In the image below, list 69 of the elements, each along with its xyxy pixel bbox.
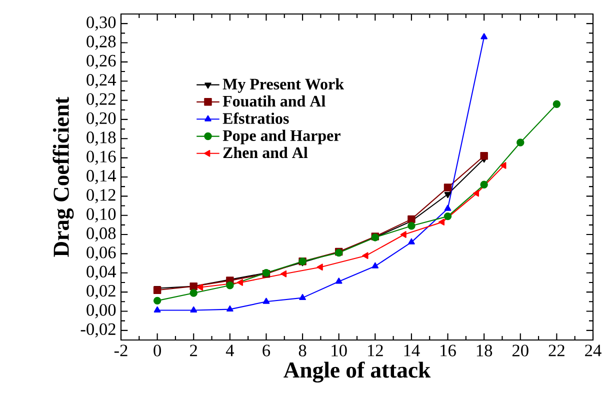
x-axis-title: Angle of attack <box>284 362 431 383</box>
y-tick-label: 0,22 <box>86 93 116 108</box>
x-tick-label: 20 <box>512 344 528 356</box>
point <box>190 289 198 297</box>
x-tick-label: 8 <box>298 344 306 356</box>
point <box>236 279 244 286</box>
y-tick-label: 0,26 <box>86 54 116 70</box>
y-tick-label: 0,20 <box>86 112 116 127</box>
point <box>480 180 488 189</box>
point <box>400 231 406 238</box>
x-tick-label: 0 <box>154 344 161 356</box>
x-tick-label: 16 <box>440 344 456 356</box>
point <box>335 278 342 284</box>
point <box>154 306 161 312</box>
legend-label: Efstratios <box>222 112 289 124</box>
x-tick-label: 12 <box>368 344 383 356</box>
point <box>408 215 416 224</box>
point <box>472 190 480 197</box>
y-tick-label: 0,18 <box>86 132 116 146</box>
x-tick-label: 4 <box>226 344 234 356</box>
y-tick-label: -0,02 <box>80 323 116 338</box>
y-tick-label: 0,28 <box>86 36 116 50</box>
point <box>444 212 452 220</box>
point <box>480 152 488 160</box>
y-tick-label: 0,10 <box>86 208 116 222</box>
x-tick-label: 6 <box>262 344 270 356</box>
point <box>226 281 234 290</box>
point <box>444 192 452 198</box>
y-axis-title: Drag Coefficient <box>52 96 74 257</box>
x-tick-label: 2 <box>190 344 197 356</box>
point <box>372 262 379 268</box>
y-tick-label: 0,30 <box>86 16 116 31</box>
point <box>408 238 415 244</box>
y-tick-label: 0,06 <box>86 246 116 261</box>
point <box>153 296 162 305</box>
point <box>438 218 445 226</box>
point <box>316 264 323 271</box>
point <box>500 162 506 169</box>
point <box>280 270 287 278</box>
x-tick-label: 14 <box>404 344 420 356</box>
legend-label: Zhen and Al <box>223 146 308 158</box>
point <box>262 298 270 304</box>
y-tick-label: 0,08 <box>86 227 116 242</box>
y-tick-label: 0,04 <box>86 266 116 280</box>
y-tick-label: 0,14 <box>86 170 116 184</box>
point <box>226 305 234 312</box>
y-tick-label: 0,00 <box>86 304 116 318</box>
point <box>190 306 198 312</box>
point <box>552 100 561 108</box>
y-tick-label: 0,12 <box>86 189 116 204</box>
point <box>408 222 416 230</box>
y-tick-label: 0,02 <box>86 284 116 300</box>
legend-label: Pope and Harper <box>222 130 340 144</box>
point <box>516 138 524 146</box>
point <box>299 294 306 300</box>
point <box>480 33 488 40</box>
y-tick-label: 0,16 <box>86 150 116 165</box>
legend-label: Fouatih and Al <box>222 95 326 107</box>
x-tick-label: -2 <box>114 344 128 356</box>
point <box>444 204 452 211</box>
x-tick-label: 10 <box>332 344 347 356</box>
point <box>362 252 368 260</box>
point <box>444 184 452 192</box>
y-tick-label: 0,24 <box>86 74 116 88</box>
legend-label: My Present Work <box>222 78 344 93</box>
x-tick-label: 24 <box>585 344 602 356</box>
point <box>197 284 204 291</box>
x-tick-label: 18 <box>476 344 492 356</box>
x-tick-label: 22 <box>548 344 564 356</box>
